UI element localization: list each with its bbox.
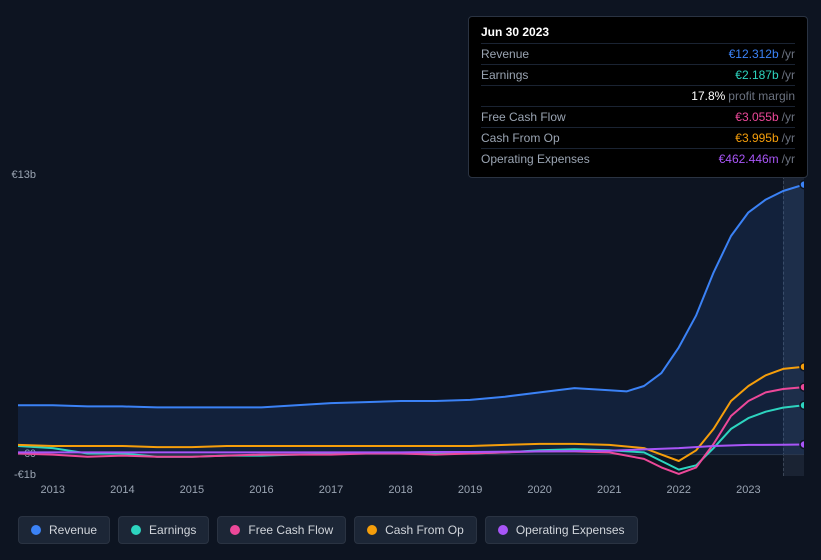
- x-axis-label: 2017: [319, 484, 343, 496]
- series-end-marker: [800, 401, 804, 409]
- legend-item-revenue[interactable]: Revenue: [18, 516, 110, 544]
- legend-swatch: [230, 525, 240, 535]
- tooltip-row: 17.8%profit margin: [481, 85, 795, 106]
- chart-tooltip: Jun 30 2023 Revenue€12.312b/yrEarnings€2…: [468, 16, 808, 178]
- legend-item-operating-expenses[interactable]: Operating Expenses: [485, 516, 638, 544]
- legend-swatch: [498, 525, 508, 535]
- x-axis-label: 2020: [527, 484, 551, 496]
- tooltip-row: Revenue€12.312b/yr: [481, 43, 795, 64]
- series-end-marker: [800, 363, 804, 371]
- series-end-marker: [800, 383, 804, 391]
- tooltip-date: Jun 30 2023: [481, 25, 795, 39]
- line-chart[interactable]: [18, 176, 804, 476]
- series-end-marker: [800, 441, 804, 449]
- chart-legend: Revenue Earnings Free Cash Flow Cash From O…: [18, 516, 638, 544]
- x-axis-label: 2014: [110, 484, 134, 496]
- x-axis-label: 2023: [736, 484, 760, 496]
- legend-swatch: [367, 525, 377, 535]
- tooltip-row: Operating Expenses€462.446m/yr: [481, 148, 795, 169]
- legend-item-cash-from-op[interactable]: Cash From Op: [354, 516, 477, 544]
- x-axis-label: 2018: [388, 484, 412, 496]
- legend-swatch: [31, 525, 41, 535]
- x-axis-label: 2015: [180, 484, 204, 496]
- legend-label: Operating Expenses: [516, 523, 625, 537]
- x-axis-label: 2016: [249, 484, 273, 496]
- x-axis-label: 2013: [41, 484, 65, 496]
- legend-label: Cash From Op: [385, 523, 464, 537]
- legend-label: Earnings: [149, 523, 196, 537]
- x-axis-label: 2022: [667, 484, 691, 496]
- tooltip-row: Free Cash Flow€3.055b/yr: [481, 106, 795, 127]
- tooltip-row: Earnings€2.187b/yr: [481, 64, 795, 85]
- legend-swatch: [131, 525, 141, 535]
- legend-label: Free Cash Flow: [248, 523, 333, 537]
- series-end-marker: [800, 181, 804, 189]
- x-axis-label: 2021: [597, 484, 621, 496]
- legend-item-free-cash-flow[interactable]: Free Cash Flow: [217, 516, 346, 544]
- tooltip-row: Cash From Op€3.995b/yr: [481, 127, 795, 148]
- legend-item-earnings[interactable]: Earnings: [118, 516, 209, 544]
- x-axis-label: 2019: [458, 484, 482, 496]
- legend-label: Revenue: [49, 523, 97, 537]
